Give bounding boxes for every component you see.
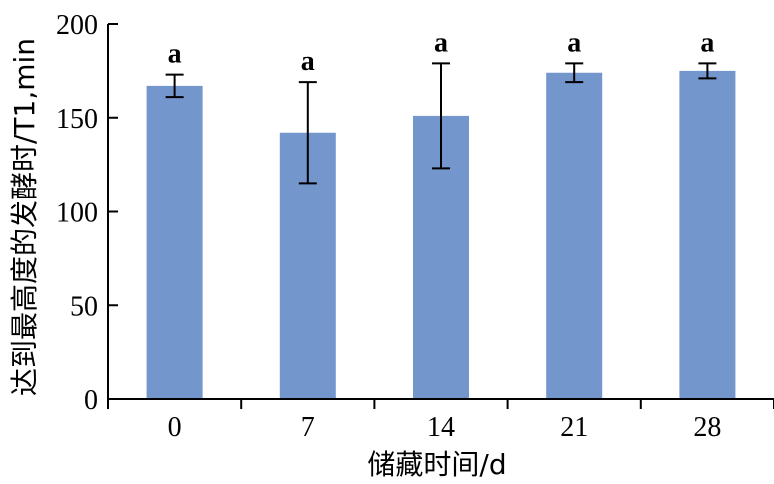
bar-28 [679, 70, 736, 399]
x-tick-label-7: 7 [301, 412, 315, 443]
significance-label-0: a [168, 39, 182, 70]
y-tick-label-150: 150 [56, 104, 98, 135]
x-tick-label-14: 14 [427, 412, 455, 443]
y-tick-label-200: 200 [56, 10, 98, 41]
y-tick-label-50: 50 [70, 291, 98, 322]
y-axis-title: 达到最高度的发酵时/T1,min [8, 38, 41, 396]
bar-21 [546, 72, 603, 399]
bar-0 [146, 85, 203, 399]
x-tick-label-28: 28 [693, 412, 721, 443]
y-tick-label-100: 100 [56, 198, 98, 229]
significance-label-21: a [567, 27, 581, 58]
significance-label-14: a [434, 27, 448, 58]
x-tick-label-0: 0 [168, 412, 182, 443]
x-tick-label-21: 21 [560, 412, 588, 443]
y-tick-label-0: 0 [84, 385, 98, 416]
significance-label-7: a [301, 46, 315, 77]
x-axis-title: 储藏时间/d [367, 448, 506, 481]
significance-label-28: a [700, 27, 714, 58]
